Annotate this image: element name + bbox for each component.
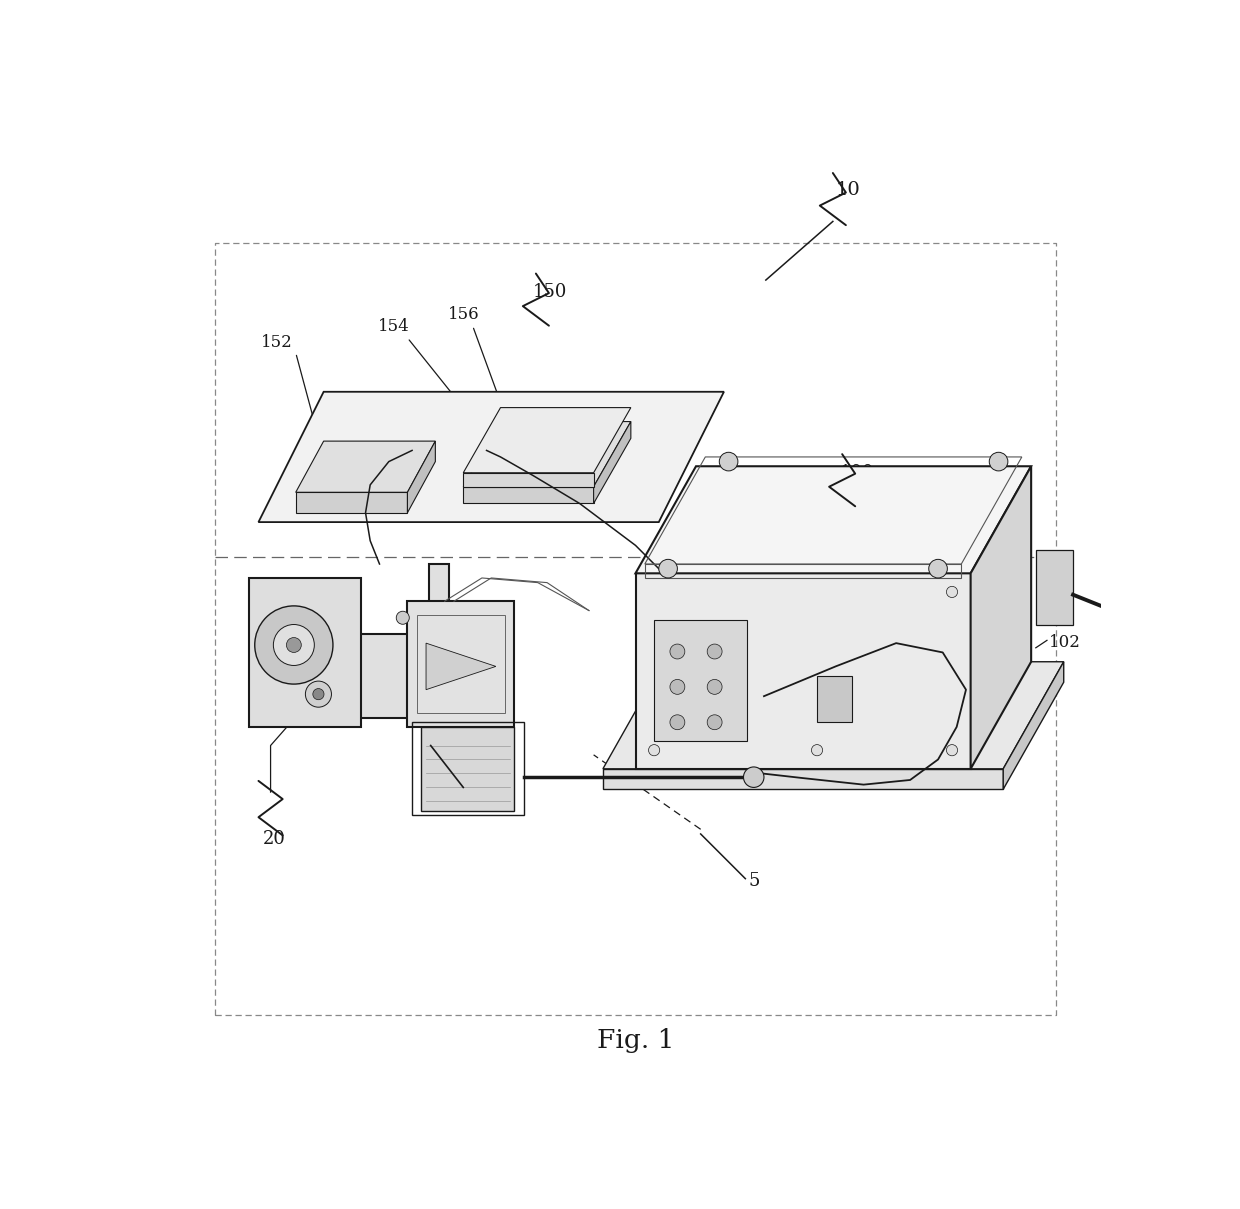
Polygon shape bbox=[635, 467, 1032, 573]
Text: 106: 106 bbox=[882, 540, 914, 557]
Circle shape bbox=[649, 745, 660, 756]
Circle shape bbox=[273, 625, 314, 665]
Polygon shape bbox=[594, 422, 631, 503]
Text: 156: 156 bbox=[448, 306, 479, 323]
Polygon shape bbox=[1003, 661, 1064, 789]
Text: 5: 5 bbox=[749, 872, 760, 890]
Circle shape bbox=[305, 681, 331, 707]
Polygon shape bbox=[427, 643, 496, 689]
Text: 10: 10 bbox=[836, 181, 861, 198]
Polygon shape bbox=[295, 441, 435, 492]
Text: 152: 152 bbox=[262, 334, 293, 351]
Polygon shape bbox=[258, 392, 724, 522]
Circle shape bbox=[1106, 600, 1133, 627]
Circle shape bbox=[397, 612, 409, 624]
Polygon shape bbox=[295, 492, 408, 513]
Text: 102: 102 bbox=[1049, 634, 1081, 650]
Circle shape bbox=[990, 452, 1008, 470]
Circle shape bbox=[811, 745, 822, 756]
Polygon shape bbox=[655, 620, 748, 741]
Circle shape bbox=[946, 586, 957, 597]
Polygon shape bbox=[408, 441, 435, 513]
Polygon shape bbox=[635, 573, 971, 769]
Polygon shape bbox=[464, 422, 631, 487]
Polygon shape bbox=[1035, 550, 1073, 625]
Circle shape bbox=[744, 767, 764, 787]
Polygon shape bbox=[464, 487, 594, 503]
Polygon shape bbox=[422, 727, 515, 811]
Circle shape bbox=[929, 560, 947, 578]
Circle shape bbox=[254, 606, 334, 684]
Text: 150: 150 bbox=[533, 283, 567, 301]
Circle shape bbox=[286, 637, 301, 653]
Polygon shape bbox=[249, 578, 361, 727]
Text: Fig. 1: Fig. 1 bbox=[596, 1028, 675, 1053]
Polygon shape bbox=[971, 467, 1032, 769]
Polygon shape bbox=[603, 661, 1064, 769]
Circle shape bbox=[658, 560, 677, 578]
Circle shape bbox=[707, 715, 722, 730]
Circle shape bbox=[312, 689, 324, 700]
Polygon shape bbox=[356, 563, 449, 718]
Text: 90: 90 bbox=[936, 678, 960, 696]
Circle shape bbox=[670, 644, 684, 659]
Text: 154: 154 bbox=[378, 318, 409, 335]
Polygon shape bbox=[408, 601, 515, 727]
Polygon shape bbox=[464, 473, 594, 487]
Text: 20: 20 bbox=[263, 829, 285, 848]
Polygon shape bbox=[603, 769, 1003, 789]
Polygon shape bbox=[817, 676, 852, 722]
Circle shape bbox=[719, 452, 738, 470]
Circle shape bbox=[707, 679, 722, 694]
Circle shape bbox=[707, 644, 722, 659]
Circle shape bbox=[946, 745, 957, 756]
Circle shape bbox=[670, 715, 684, 730]
Text: 100: 100 bbox=[839, 464, 874, 481]
Circle shape bbox=[670, 679, 684, 694]
Polygon shape bbox=[464, 407, 631, 473]
